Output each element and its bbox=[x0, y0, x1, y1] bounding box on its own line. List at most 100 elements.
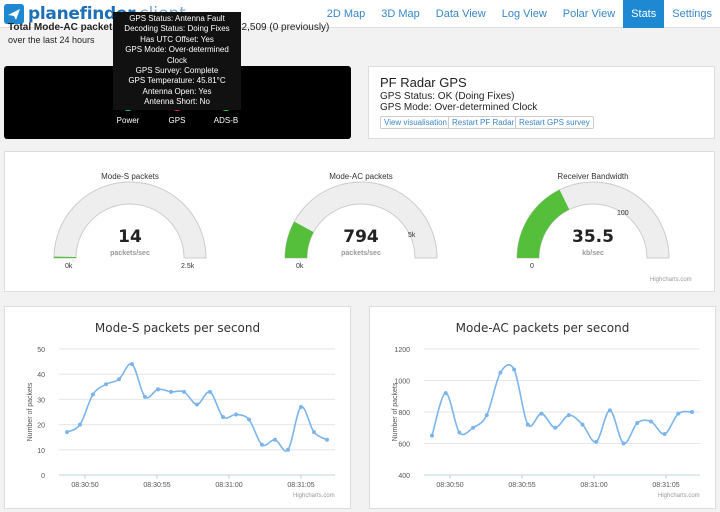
tooltip-line: GPS Temperature: 45.81°C bbox=[128, 76, 226, 86]
data-point bbox=[676, 411, 681, 416]
data-point bbox=[539, 411, 544, 416]
restart-pf-radar-button[interactable]: Restart PF Radar bbox=[448, 116, 519, 129]
data-point bbox=[221, 415, 225, 420]
y-tick-label: 40 bbox=[37, 372, 45, 379]
tooltip-line: GPS Mode: Over-determined Clock bbox=[125, 45, 229, 65]
y-tick-label: 10 bbox=[37, 448, 45, 455]
data-point bbox=[156, 387, 160, 392]
adsb-label: ADS-B bbox=[213, 116, 239, 125]
data-point bbox=[208, 389, 212, 394]
data-point bbox=[312, 430, 316, 435]
gauge-value: 794 bbox=[343, 227, 379, 247]
chart-title: Mode-S packets per second bbox=[94, 321, 261, 335]
gps-tooltip: GPS Status: Antenna Fault Decoding Statu… bbox=[113, 12, 241, 110]
gauge-title: Mode-S packets bbox=[101, 172, 159, 181]
gps-status-text: GPS Status: OK (Doing Fixes) bbox=[380, 91, 515, 102]
nav-polar-view[interactable]: Polar View bbox=[562, 8, 616, 20]
data-point bbox=[498, 370, 503, 375]
data-point bbox=[260, 442, 264, 447]
data-point bbox=[635, 421, 640, 426]
data-point bbox=[580, 422, 585, 427]
highcharts-credit[interactable]: Highcharts.com bbox=[650, 277, 692, 283]
data-point bbox=[117, 377, 121, 382]
mode-s-chart-panel: Mode-S packets per second 0 10 20 30 40 50 Num… bbox=[4, 306, 351, 509]
data-point bbox=[104, 382, 108, 387]
highcharts-credit[interactable]: Highcharts.com bbox=[293, 493, 335, 499]
gauge-unit: packets/sec bbox=[110, 250, 150, 257]
data-point bbox=[195, 402, 199, 407]
tooltip-line: GPS Status: Antenna Fault bbox=[129, 14, 225, 23]
y-axis-label: Number of packets bbox=[392, 382, 399, 441]
gauge-unit: kb/sec bbox=[582, 250, 604, 257]
gps-mode-text: GPS Mode: Over-determined Clock bbox=[380, 102, 538, 113]
data-point bbox=[273, 437, 277, 442]
data-point bbox=[594, 439, 599, 444]
y-axis-label: Number of packets bbox=[27, 382, 34, 441]
x-tick-label: 08:31:05 bbox=[287, 482, 314, 489]
mode-ac-line-chart: 400 600 800 1000 1200 Number of packets 08:30:… bbox=[392, 347, 700, 489]
data-point bbox=[566, 413, 571, 418]
summary-period: over the last 24 hours bbox=[8, 35, 95, 45]
data-point bbox=[443, 391, 448, 396]
gauge-title: Mode-AC packets bbox=[329, 172, 393, 181]
pf-radar-panel: PF Radar GPS GPS Status: OK (Doing Fixes… bbox=[368, 66, 715, 139]
data-point bbox=[607, 408, 612, 413]
y-tick-label: 400 bbox=[398, 473, 410, 480]
y-tick-label: 30 bbox=[37, 397, 45, 404]
gauge-max: 100 bbox=[617, 210, 629, 217]
nav-2d-map[interactable]: 2D Map bbox=[326, 8, 366, 20]
y-tick-label: 1200 bbox=[394, 347, 410, 354]
gauge-track bbox=[284, 181, 438, 259]
gauge-value: 14 bbox=[118, 227, 142, 247]
data-point bbox=[130, 362, 134, 367]
gauge-arc bbox=[284, 181, 438, 259]
gauge-min: 0k bbox=[65, 263, 73, 270]
data-point bbox=[169, 389, 173, 394]
data-point bbox=[299, 404, 303, 409]
series-line bbox=[431, 363, 693, 445]
y-tick-label: 600 bbox=[398, 442, 410, 449]
brand-name: planefinder bbox=[28, 4, 136, 24]
data-point bbox=[662, 432, 667, 437]
nav-3d-map[interactable]: 3D Map bbox=[381, 8, 420, 20]
gauge-fill bbox=[54, 256, 77, 258]
data-point bbox=[690, 410, 694, 414]
nav-stats[interactable]: Stats bbox=[623, 0, 665, 28]
x-tick-label: 08:31:00 bbox=[215, 482, 242, 489]
view-visualisation-button[interactable]: View visualisation bbox=[380, 116, 451, 129]
x-tick-label: 08:30:50 bbox=[71, 482, 98, 489]
mode-s-gauge: Mode-S packets 14 packets/sec 0k 2.5k bbox=[30, 152, 230, 292]
x-tick-label: 08:30:55 bbox=[508, 482, 535, 489]
tooltip-line: GPS Survey: Complete bbox=[135, 66, 219, 76]
data-point bbox=[91, 392, 95, 397]
x-tick-label: 08:30:50 bbox=[436, 482, 463, 489]
data-point bbox=[648, 419, 653, 424]
nav-log-view[interactable]: Log View bbox=[501, 8, 547, 20]
mode-ac-gauge: Mode-AC packets 794 packets/sec 0k 5k bbox=[261, 152, 461, 292]
gauge-value: 35.5 bbox=[572, 227, 614, 247]
gauge-max: 2.5k bbox=[181, 263, 195, 270]
data-point bbox=[78, 422, 82, 427]
chart-title: Mode-AC packets per second bbox=[455, 321, 630, 335]
mode-s-line-chart: 0 10 20 30 40 50 Number of packets 08:30:50 08:3… bbox=[27, 347, 335, 489]
gauge-fill bbox=[517, 189, 570, 258]
data-point bbox=[525, 422, 530, 427]
receiver-bandwidth-gauge: Receiver Bandwidth 35.5 kb/sec 0 100 bbox=[493, 152, 693, 292]
plane-icon bbox=[4, 4, 24, 24]
gauge-title: Receiver Bandwidth bbox=[557, 172, 629, 181]
data-point bbox=[286, 447, 290, 452]
gauge-arc bbox=[516, 181, 670, 259]
summary-value: 32,509 (0 previously) bbox=[236, 22, 330, 33]
tooltip-line: Antenna Short: No bbox=[144, 97, 210, 107]
series-line bbox=[66, 362, 328, 452]
nav-data-view[interactable]: Data View bbox=[435, 8, 486, 20]
nav-settings[interactable]: Settings bbox=[672, 8, 712, 20]
restart-gps-survey-button[interactable]: Restart GPS survey bbox=[515, 116, 594, 129]
y-tick-label: 1000 bbox=[394, 379, 410, 386]
data-point bbox=[65, 430, 69, 435]
x-tick-label: 08:31:00 bbox=[580, 482, 607, 489]
data-point bbox=[143, 394, 147, 399]
highcharts-credit[interactable]: Highcharts.com bbox=[658, 493, 700, 499]
x-tick-label: 08:31:05 bbox=[652, 482, 679, 489]
gps-label: GPS bbox=[168, 116, 186, 125]
